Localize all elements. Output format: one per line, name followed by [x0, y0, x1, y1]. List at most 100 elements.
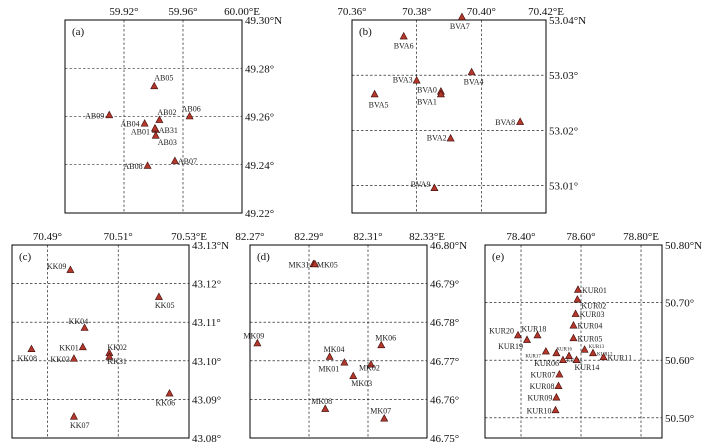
station-marker — [573, 285, 583, 293]
station-marker — [564, 351, 574, 359]
station-label: KUR03 — [580, 310, 605, 319]
station-label: BVA5 — [369, 100, 389, 109]
station-label: AB04 — [121, 120, 140, 129]
station-label: KUR16 — [556, 347, 572, 352]
station-label: KK31 — [107, 357, 127, 366]
y-tick-label: 50.50° — [665, 413, 694, 425]
x-tick-label: 70.38° — [402, 6, 431, 18]
station-marker — [552, 348, 561, 357]
station-marker — [325, 352, 334, 360]
station-marker — [105, 110, 114, 119]
station-label: MK01 — [318, 365, 339, 374]
y-tick-label: 49.30°N — [245, 15, 282, 27]
station-marker — [533, 330, 542, 339]
station-marker — [569, 333, 578, 342]
station-marker — [310, 259, 319, 268]
y-tick-label: 50.60° — [665, 355, 694, 367]
y-tick-label: 46.75° — [430, 433, 459, 445]
station-marker — [366, 360, 375, 368]
y-tick-label: 49.26° — [245, 112, 274, 124]
y-tick-label: 49.28° — [245, 63, 274, 75]
y-tick-label: 43.13°N — [192, 240, 229, 252]
map-panel: 59.92° 59.96° 60.00°E49.30°N 49.28° 49.26° 49… — [64, 6, 282, 220]
station-label: BVA1 — [417, 97, 437, 106]
station-marker — [569, 321, 578, 329]
station-marker — [552, 393, 561, 401]
station-label: BVA6 — [394, 42, 414, 51]
map-panel: 70.36° 70.38° 70.40° 70.42°E53.04°N 53.03° 53… — [337, 6, 586, 214]
y-tick-label: 49.24° — [245, 160, 274, 172]
station-label: KK03 — [50, 355, 70, 364]
station-marker — [558, 355, 568, 364]
y-tick-label: 50.80°N — [665, 240, 702, 252]
station-label: KK08 — [17, 354, 37, 363]
y-tick-label: 43.12° — [192, 279, 221, 291]
station-label: BVA3 — [393, 76, 413, 85]
y-tick-label: 53.03° — [549, 70, 578, 82]
y-tick-label: 46.78° — [430, 317, 459, 329]
station-label: AB09 — [85, 111, 104, 120]
x-tick-label: 78.80°E — [623, 231, 659, 243]
x-tick-label: 82.29° — [294, 231, 323, 243]
map-panel: 78.40° 78.60° 78.80°E 50.80°N 50.70° 50.60° 50… — [484, 231, 702, 439]
panel-frame — [351, 19, 547, 214]
station-marker — [571, 309, 580, 317]
y-tick-label: 49.22° — [245, 208, 274, 220]
station-label: AB01 — [131, 128, 150, 137]
station-marker — [370, 89, 379, 98]
station-marker — [253, 338, 262, 347]
y-tick-label: 53.01° — [549, 180, 578, 192]
station-label: KUR11 — [608, 353, 633, 362]
station-marker — [155, 115, 164, 123]
station-label: BVA8 — [495, 118, 515, 127]
x-tick-label: 60.00°E — [224, 6, 260, 18]
station-label: MK05 — [317, 260, 338, 269]
x-tick-label: 82.31° — [353, 231, 382, 243]
station-marker — [340, 358, 349, 366]
station-marker — [143, 161, 152, 169]
station-label: KK07 — [70, 421, 90, 430]
station-label: KUR02 — [581, 302, 606, 311]
station-label: KUR18 — [522, 324, 547, 333]
x-tick-label: 78.60° — [566, 231, 595, 243]
station-label: MK06 — [375, 333, 396, 342]
y-tick-label: 50.70° — [665, 298, 694, 310]
station-marker — [555, 369, 564, 378]
station-label: KUR01 — [582, 286, 607, 295]
panel-frame — [484, 244, 663, 439]
station-label: KK02 — [107, 343, 127, 352]
station-marker — [457, 12, 466, 21]
panel-frame — [249, 244, 428, 439]
station-marker — [467, 67, 476, 76]
station-label: MK07 — [370, 407, 391, 416]
station-marker — [321, 404, 330, 412]
station-label: KK05 — [155, 301, 175, 310]
station-label: MK03 — [351, 379, 372, 388]
station-label: AB07 — [178, 157, 197, 166]
station-label: AB03 — [158, 138, 177, 147]
station-label: KUR05 — [578, 334, 603, 343]
y-tick-label: 46.76° — [430, 394, 459, 406]
y-tick-label: 46.77° — [430, 356, 459, 368]
station-marker — [349, 371, 358, 380]
station-marker — [446, 133, 455, 142]
station-marker — [27, 344, 36, 353]
station-marker — [150, 81, 159, 90]
station-marker — [522, 335, 532, 343]
station-label: KUR08 — [530, 382, 555, 391]
station-label: KUR13 — [589, 345, 605, 350]
station-marker — [572, 355, 581, 364]
station-marker — [377, 340, 386, 349]
station-marker — [551, 405, 560, 414]
station-label: KUR20 — [489, 326, 514, 335]
station-label: MK31 — [289, 260, 310, 269]
station-label: AB02 — [157, 108, 176, 117]
y-tick-label: 46.80°N — [430, 240, 467, 252]
y-tick-label: 43.09° — [192, 394, 221, 406]
station-label: KK06 — [156, 399, 176, 408]
y-tick-label: 53.04°N — [549, 15, 586, 27]
station-label: BVA4 — [464, 77, 484, 86]
station-marker — [80, 323, 89, 331]
panel-label: (b) — [359, 26, 372, 38]
